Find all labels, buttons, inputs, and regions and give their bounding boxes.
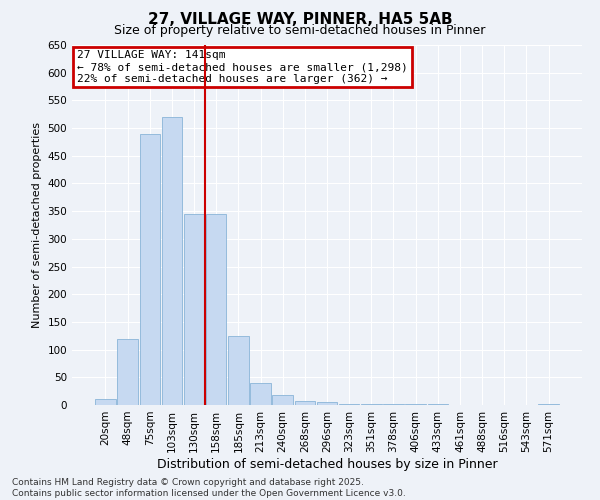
Bar [250,383,271,405]
Text: Contains HM Land Registry data © Crown copyright and database right 2025.
Contai: Contains HM Land Registry data © Crown c… [12,478,406,498]
Bar [272,395,293,405]
Bar [228,336,248,405]
X-axis label: Distribution of semi-detached houses by size in Pinner: Distribution of semi-detached houses by … [157,458,497,470]
Bar [295,400,315,405]
Bar [161,117,182,405]
Bar [317,402,337,405]
Bar [361,404,382,405]
Bar [184,214,204,405]
Bar [428,404,448,405]
Bar [406,404,426,405]
Bar [383,404,404,405]
Bar [538,404,559,405]
Text: 27 VILLAGE WAY: 141sqm
← 78% of semi-detached houses are smaller (1,298)
22% of : 27 VILLAGE WAY: 141sqm ← 78% of semi-det… [77,50,408,84]
Bar [118,338,138,405]
Bar [206,214,226,405]
Text: Size of property relative to semi-detached houses in Pinner: Size of property relative to semi-detach… [115,24,485,37]
Bar [95,400,116,405]
Y-axis label: Number of semi-detached properties: Number of semi-detached properties [32,122,42,328]
Bar [339,404,359,405]
Bar [140,134,160,405]
Text: 27, VILLAGE WAY, PINNER, HA5 5AB: 27, VILLAGE WAY, PINNER, HA5 5AB [148,12,452,28]
